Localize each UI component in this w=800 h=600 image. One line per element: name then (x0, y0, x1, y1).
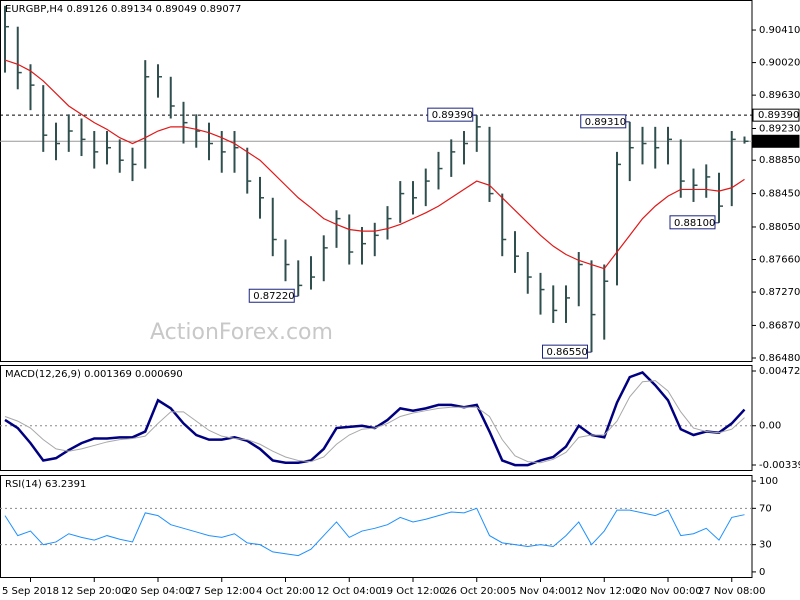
series-line (4, 59, 745, 270)
annotation-box (669, 215, 716, 230)
x-tick-label: 26 Oct 20:00 (444, 586, 509, 597)
panel-frame (0, 0, 753, 362)
annotation-label: 0.89390 (432, 110, 473, 121)
x-tick-label: 5 Nov 04:00 (510, 586, 571, 597)
panel-title: MACD(12,26,9) 0.001369 0.000690 (5, 369, 183, 380)
y-tick-label: 0.87270 (759, 287, 800, 298)
x-tick-label: 27 Sep 12:00 (188, 586, 255, 597)
annotation-label: 0.86550 (547, 347, 588, 358)
series-line (4, 507, 745, 557)
y-tick-label: 0.86870 (759, 320, 800, 331)
price-label-box (752, 134, 800, 148)
y-tick-label: 0 (759, 567, 765, 578)
price-label: 0.89077 (758, 136, 799, 147)
y-tick-label: 0.88850 (759, 155, 800, 166)
x-tick-label: 4 Oct 20:00 (256, 586, 315, 597)
x-tick-label: 12 Sep 20:00 (61, 586, 128, 597)
y-tick-label: 100 (759, 476, 778, 487)
y-tick-label: 0.88050 (759, 222, 800, 233)
x-tick-label: 5 Sep 2018 (2, 586, 59, 597)
y-tick-label: 30 (759, 540, 772, 551)
annotation-label: 0.89310 (585, 117, 626, 128)
panel-title: EURGBP,H4 0.89126 0.89134 0.89049 0.8907… (5, 4, 241, 15)
watermark: ActionForex.com (150, 320, 333, 345)
y-tick-label: 0.004729 (759, 366, 800, 377)
y-tick-label: 0.88450 (759, 189, 800, 200)
x-tick-label: 27 Nov 08:00 (698, 586, 765, 597)
y-tick-label: 0.89630 (759, 90, 800, 101)
x-tick-label: 20 Sep 04:00 (125, 586, 192, 597)
annotation-box (248, 288, 295, 303)
x-tick-label: 12 Nov 12:00 (571, 586, 638, 597)
y-tick-label: 0.89230 (759, 124, 800, 135)
series-line (4, 380, 745, 464)
annotation-box (427, 107, 474, 122)
x-tick-label: 12 Oct 04:00 (317, 586, 382, 597)
y-tick-label: 70 (759, 503, 772, 514)
annotation-box (580, 114, 627, 129)
panel-frame (0, 475, 753, 578)
annotation-label: 0.87220 (253, 291, 294, 302)
series-line (4, 371, 746, 467)
annotation-box (542, 344, 588, 359)
y-tick-label: 0.90020 (759, 58, 800, 69)
y-tick-label: 0.86480 (759, 353, 800, 364)
y-tick-label: -0.003391 (759, 460, 800, 471)
x-tick-label: 20 Nov 00:00 (634, 586, 701, 597)
panel-frame (0, 365, 753, 471)
y-tick-label: 0.87660 (759, 255, 800, 266)
y-tick-label: 0.90410 (759, 25, 800, 36)
panel-title: RSI(14) 63.2391 (5, 479, 86, 490)
price-label: 0.89390 (758, 110, 799, 121)
price-label-box (752, 108, 800, 122)
y-tick-label: 0.00 (759, 421, 781, 432)
annotation-label: 0.88100 (674, 218, 715, 229)
x-tick-label: 19 Oct 12:00 (380, 586, 445, 597)
